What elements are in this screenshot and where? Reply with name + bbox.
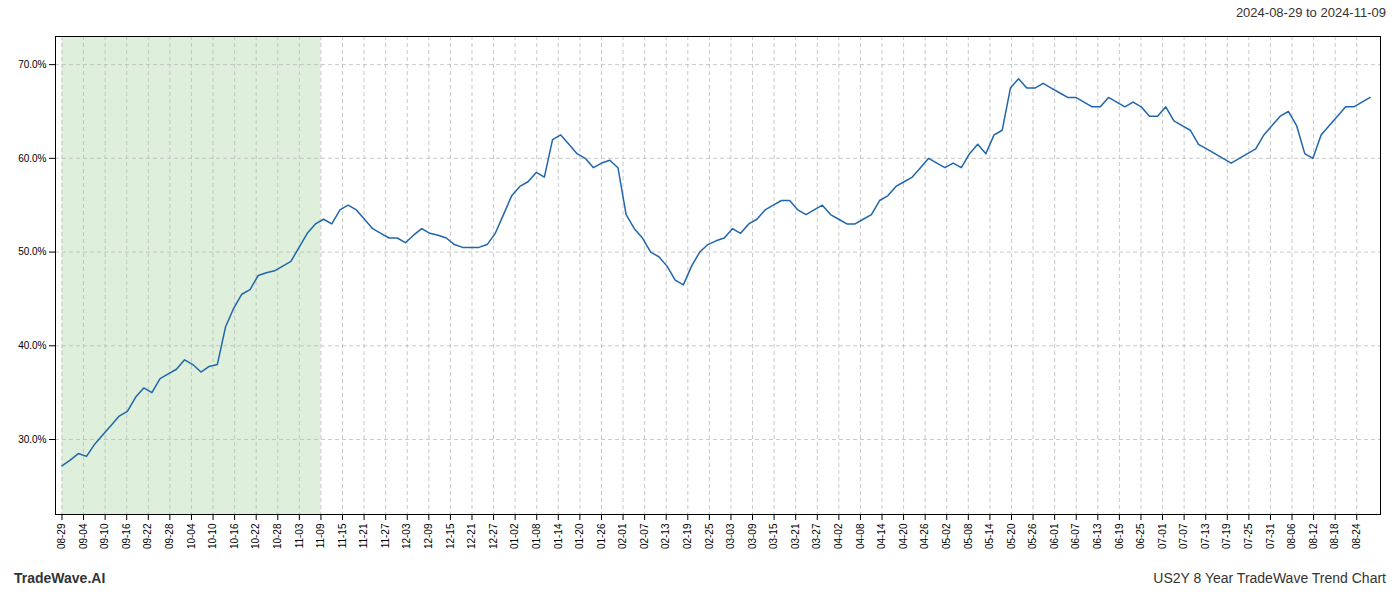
svg-text:11-15: 11-15: [337, 523, 348, 548]
svg-text:10-16: 10-16: [229, 523, 240, 549]
svg-text:60.0%: 60.0%: [18, 153, 46, 164]
svg-text:12-21: 12-21: [466, 523, 477, 549]
svg-text:07-07: 07-07: [1178, 523, 1189, 549]
svg-text:08-06: 08-06: [1286, 523, 1297, 549]
svg-text:02-13: 02-13: [660, 523, 671, 549]
svg-text:04-26: 04-26: [919, 523, 930, 549]
html-text:US2Y 8 Year TradeWave Trend Ch: US2Y 8 Year TradeWave Trend Chart: [1153, 570, 1386, 586]
svg-text:11-21: 11-21: [358, 523, 369, 548]
svg-text:10-10: 10-10: [207, 523, 218, 549]
svg-text:06-13: 06-13: [1092, 523, 1103, 549]
svg-text:07-31: 07-31: [1265, 523, 1276, 549]
svg-text:01-08: 01-08: [531, 523, 542, 549]
svg-text:09-28: 09-28: [164, 523, 175, 549]
svg-text:50.0%: 50.0%: [18, 246, 46, 257]
svg-text:01-02: 01-02: [509, 523, 520, 549]
svg-text:05-08: 05-08: [963, 523, 974, 549]
svg-text:07-19: 07-19: [1221, 523, 1232, 549]
svg-text:08-29: 08-29: [56, 523, 67, 549]
svg-text:04-20: 04-20: [898, 523, 909, 549]
svg-text:06-19: 06-19: [1114, 523, 1125, 549]
svg-text:08-18: 08-18: [1329, 523, 1340, 549]
svg-text:70.0%: 70.0%: [18, 59, 46, 70]
svg-text:08-24: 08-24: [1351, 523, 1362, 549]
svg-text:09-16: 09-16: [121, 523, 132, 549]
svg-text:07-01: 07-01: [1157, 523, 1168, 549]
svg-text:12-15: 12-15: [445, 523, 456, 549]
svg-text:03-09: 03-09: [747, 523, 758, 549]
svg-text:40.0%: 40.0%: [18, 340, 46, 351]
svg-text:11-27: 11-27: [380, 523, 391, 548]
svg-text:09-22: 09-22: [142, 523, 153, 549]
svg-text:09-04: 09-04: [78, 523, 89, 549]
svg-text:02-07: 02-07: [639, 523, 650, 549]
svg-text:11-09: 11-09: [315, 523, 326, 548]
svg-text:10-22: 10-22: [250, 523, 261, 549]
svg-text:10-28: 10-28: [272, 523, 283, 549]
svg-text:05-02: 05-02: [941, 523, 952, 549]
svg-text:03-15: 03-15: [768, 523, 779, 549]
svg-text:05-20: 05-20: [1006, 523, 1017, 549]
svg-text:30.0%: 30.0%: [18, 434, 46, 445]
svg-text:06-07: 06-07: [1070, 523, 1081, 549]
svg-text:05-14: 05-14: [984, 523, 995, 549]
html-text:2024-08-29 to 2024-11-09: 2024-08-29 to 2024-11-09: [1235, 4, 1386, 20]
svg-text:03-21: 03-21: [790, 523, 801, 549]
svg-text:11-03: 11-03: [294, 523, 305, 548]
svg-text:03-03: 03-03: [725, 523, 736, 549]
svg-text:06-25: 06-25: [1135, 523, 1146, 549]
svg-text:12-09: 12-09: [423, 523, 434, 549]
html-text:TradeWave.AI: TradeWave.AI: [14, 570, 106, 586]
svg-text:02-25: 02-25: [704, 523, 715, 549]
svg-text:01-20: 01-20: [574, 523, 585, 549]
svg-text:01-26: 01-26: [596, 523, 607, 549]
svg-text:02-19: 02-19: [682, 523, 693, 549]
svg-text:06-01: 06-01: [1049, 523, 1060, 549]
svg-text:07-13: 07-13: [1200, 523, 1211, 549]
svg-text:04-08: 04-08: [855, 523, 866, 549]
svg-text:12-27: 12-27: [488, 523, 499, 549]
svg-text:08-12: 08-12: [1308, 523, 1319, 549]
svg-text:12-03: 12-03: [401, 523, 412, 549]
svg-text:03-27: 03-27: [811, 523, 822, 549]
svg-text:04-02: 04-02: [833, 523, 844, 549]
svg-text:02-01: 02-01: [617, 523, 628, 549]
svg-text:07-25: 07-25: [1243, 523, 1254, 549]
svg-text:05-26: 05-26: [1027, 523, 1038, 549]
svg-text:01-14: 01-14: [553, 523, 564, 549]
svg-text:09-10: 09-10: [99, 523, 110, 549]
svg-text:04-14: 04-14: [876, 523, 887, 549]
svg-text:10-04: 10-04: [186, 523, 197, 549]
